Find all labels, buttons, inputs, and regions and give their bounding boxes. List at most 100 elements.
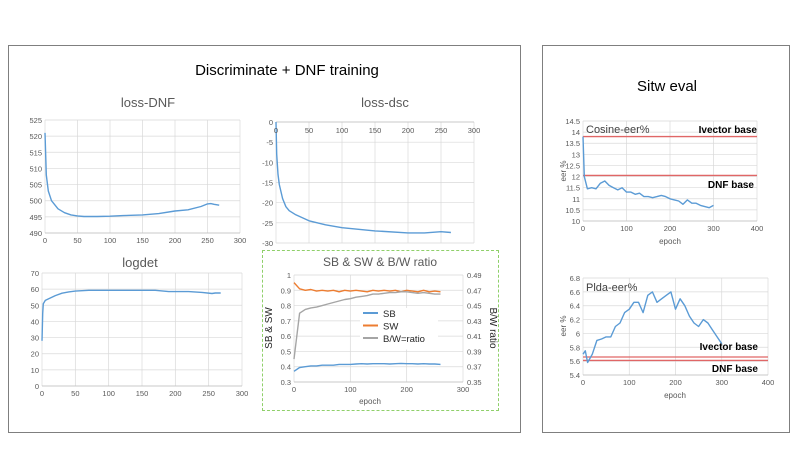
y-tick-label: 0.5 bbox=[281, 347, 291, 356]
chart-title: Plda-eer% bbox=[586, 282, 638, 294]
y-axis-label: eer % bbox=[559, 161, 568, 182]
x-tick-label: 0 bbox=[43, 236, 47, 245]
x-tick-label: 400 bbox=[751, 224, 764, 233]
x-tick-label: 0 bbox=[274, 126, 278, 135]
y-tick-label: 70 bbox=[31, 269, 39, 278]
x-tick-label: 100 bbox=[620, 224, 633, 233]
legend-label: B/W=ratio bbox=[383, 334, 425, 345]
y-tick-label: 10 bbox=[572, 217, 580, 226]
chart-title: loss-dsc bbox=[361, 95, 409, 110]
y-tick-label: 20 bbox=[31, 350, 39, 359]
chart-title: SB & SW & B/W ratio bbox=[323, 255, 437, 269]
x-tick-label: 100 bbox=[102, 389, 115, 398]
x-tick-label: 200 bbox=[669, 378, 682, 387]
y-tick-label: -15 bbox=[262, 179, 273, 188]
series-line-5 bbox=[582, 291, 723, 364]
y-tick-label: 10 bbox=[31, 366, 39, 375]
series-line-SW bbox=[293, 282, 441, 293]
y-tick-label: 30 bbox=[31, 334, 39, 343]
y-tick-label: 6.6 bbox=[570, 288, 580, 297]
y-tick-label: 11 bbox=[572, 195, 580, 204]
x-tick-label: 200 bbox=[400, 385, 413, 394]
x-tick-label: 250 bbox=[202, 389, 215, 398]
y-tick-label: -5 bbox=[266, 138, 273, 147]
y-tick-label: 0 bbox=[269, 118, 273, 127]
series-line-1 bbox=[275, 121, 451, 234]
y-tick-label: 5.8 bbox=[570, 343, 580, 352]
legend-label: SW bbox=[383, 322, 398, 333]
y-tick-label: 13.5 bbox=[565, 139, 580, 148]
y2-tick-label: 0.41 bbox=[467, 332, 482, 341]
chart-title: Cosine-eer% bbox=[586, 124, 650, 136]
x-tick-label: 50 bbox=[71, 389, 79, 398]
y2-axis-label: B/W ratio bbox=[487, 307, 498, 349]
y-tick-label: 12.5 bbox=[565, 161, 580, 170]
y2-tick-label: 0.49 bbox=[467, 271, 482, 280]
y-tick-label: 10.5 bbox=[565, 206, 580, 215]
reference-line-label: Ivector base bbox=[699, 125, 758, 136]
y-tick-label: 5.4 bbox=[570, 371, 580, 380]
y-axis-label: SB & SW bbox=[264, 307, 275, 349]
series-line-4 bbox=[582, 136, 714, 209]
y-tick-label: 14.5 bbox=[565, 117, 580, 126]
y-tick-label: 6 bbox=[576, 329, 580, 338]
series-line-B/W=ratio bbox=[293, 291, 441, 360]
y-tick-label: 505 bbox=[29, 181, 42, 190]
x-tick-label: 300 bbox=[468, 126, 481, 135]
x-tick-label: 0 bbox=[40, 389, 44, 398]
reference-line-label: DNF base bbox=[712, 364, 759, 375]
y-axis-label: eer % bbox=[559, 316, 568, 337]
y-tick-label: 0 bbox=[35, 382, 39, 391]
y-tick-label: -10 bbox=[262, 158, 273, 167]
x-tick-label: 0 bbox=[581, 224, 585, 233]
x-tick-label: 50 bbox=[305, 126, 313, 135]
reference-line-label: DNF base bbox=[708, 180, 755, 191]
x-tick-label: 200 bbox=[169, 389, 182, 398]
series-line-2 bbox=[41, 289, 221, 341]
y-tick-label: 510 bbox=[29, 164, 42, 173]
y-tick-label: 11.5 bbox=[566, 184, 580, 193]
y-tick-label: -20 bbox=[262, 199, 273, 208]
y-tick-label: 1 bbox=[287, 271, 291, 280]
x-tick-label: 0 bbox=[581, 378, 585, 387]
x-tick-label: 100 bbox=[344, 385, 357, 394]
y-tick-label: 13 bbox=[572, 150, 580, 159]
y-tick-label: 490 bbox=[29, 229, 42, 238]
chart-3 bbox=[293, 274, 464, 383]
y-tick-label: 50 bbox=[31, 301, 39, 310]
series-line-0 bbox=[44, 132, 220, 218]
y2-tick-label: 0.43 bbox=[467, 317, 482, 326]
legend-background bbox=[360, 308, 438, 350]
reference-line-label: Ivector base bbox=[700, 342, 759, 353]
y-tick-label: 6.2 bbox=[570, 316, 580, 325]
x-tick-label: 200 bbox=[402, 126, 415, 135]
x-axis-label: epoch bbox=[659, 237, 681, 246]
x-tick-label: 150 bbox=[136, 236, 149, 245]
x-tick-label: 0 bbox=[292, 385, 296, 394]
x-tick-label: 300 bbox=[715, 378, 728, 387]
x-tick-label: 50 bbox=[73, 236, 81, 245]
chart-2 bbox=[41, 272, 243, 387]
y-tick-label: 520 bbox=[29, 132, 42, 141]
y2-tick-label: 0.45 bbox=[467, 302, 482, 311]
y2-tick-label: 0.39 bbox=[467, 347, 482, 356]
left-panel-title: Discriminate + DNF training bbox=[195, 62, 379, 79]
x-tick-label: 200 bbox=[664, 224, 677, 233]
x-tick-label: 300 bbox=[236, 389, 249, 398]
y2-tick-label: 0.35 bbox=[467, 378, 482, 387]
y-tick-label: 40 bbox=[31, 317, 39, 326]
x-tick-label: 300 bbox=[234, 236, 247, 245]
chart-1 bbox=[275, 121, 475, 244]
chart-0 bbox=[44, 119, 241, 234]
y-tick-label: 12 bbox=[572, 173, 580, 182]
x-tick-label: 100 bbox=[336, 126, 349, 135]
x-tick-label: 150 bbox=[369, 126, 382, 135]
legend-label: SB bbox=[383, 309, 396, 320]
x-axis-label: epoch bbox=[359, 397, 381, 406]
chart-title: logdet bbox=[122, 255, 158, 270]
y-tick-label: 0.8 bbox=[281, 302, 291, 311]
y-tick-label: 6.8 bbox=[570, 274, 580, 283]
y-tick-label: 0.7 bbox=[281, 317, 291, 326]
y-tick-label: 14 bbox=[572, 128, 580, 137]
